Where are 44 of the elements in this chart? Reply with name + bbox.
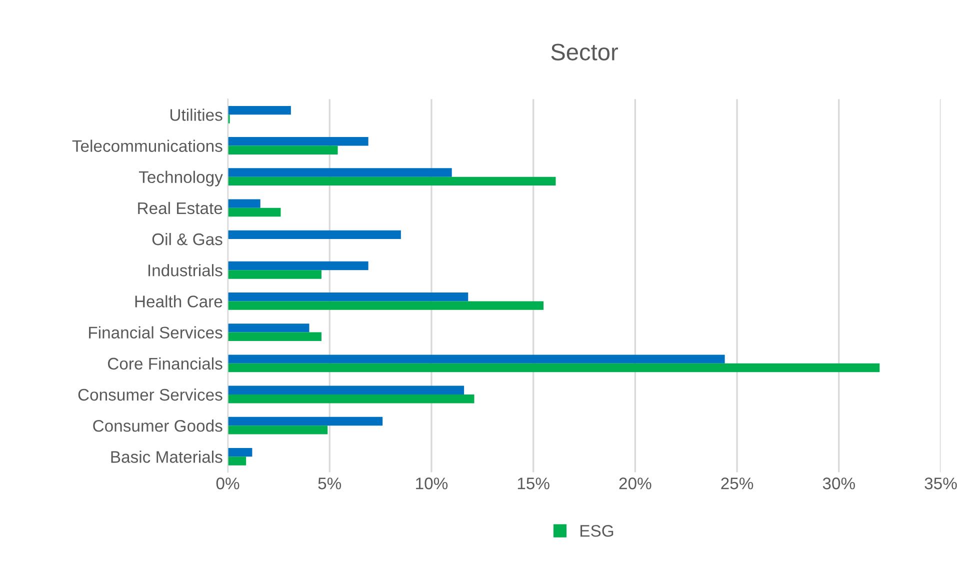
bar xyxy=(228,386,464,394)
bar xyxy=(228,292,468,302)
y-tick-label: Technology xyxy=(138,170,223,186)
y-tick-label: Core Financials xyxy=(108,357,222,370)
bar xyxy=(228,416,383,426)
x-tick-label: 0% xyxy=(216,478,240,490)
bar xyxy=(228,106,291,115)
y-tick-label: Consumer Services xyxy=(78,388,222,401)
bar xyxy=(228,456,246,466)
y-tick-label: Utilities xyxy=(170,108,222,121)
bar xyxy=(228,394,474,404)
x-tick-label: 35% xyxy=(924,478,957,490)
chart-title: Sector xyxy=(551,44,618,60)
bar xyxy=(228,230,401,240)
bar xyxy=(228,324,310,332)
y-tick-label: Oil & Gas xyxy=(152,232,222,246)
legend-label: ESG xyxy=(580,524,614,537)
bar xyxy=(228,270,322,279)
bar xyxy=(228,261,368,270)
bar xyxy=(228,363,880,372)
y-tick-label: Health Care xyxy=(135,295,222,308)
bar xyxy=(228,354,725,364)
x-tick-label: 5% xyxy=(318,478,342,490)
bar xyxy=(228,137,368,146)
y-tick-label: Telecommunications xyxy=(72,140,222,152)
x-tick-label: 15% xyxy=(518,478,550,490)
y-tick-label: Consumer Goods xyxy=(93,420,222,432)
bar xyxy=(228,426,328,434)
bar xyxy=(228,208,281,217)
y-tick-label: Basic Materials xyxy=(111,450,222,463)
bar xyxy=(228,168,452,177)
y-tick-label: Financial Services xyxy=(89,326,222,339)
bar xyxy=(228,448,252,457)
bar xyxy=(228,146,338,154)
bar xyxy=(228,199,260,208)
bar xyxy=(228,332,322,342)
bar xyxy=(228,176,556,186)
x-tick-label: 25% xyxy=(721,478,754,490)
x-tick-label: 10% xyxy=(416,478,448,490)
x-tick-label: 20% xyxy=(619,478,652,490)
y-tick-label: Real Estate xyxy=(138,202,222,214)
y-tick-label: Industrials xyxy=(148,264,222,276)
bar xyxy=(228,301,544,310)
x-tick-label: 30% xyxy=(822,478,855,490)
